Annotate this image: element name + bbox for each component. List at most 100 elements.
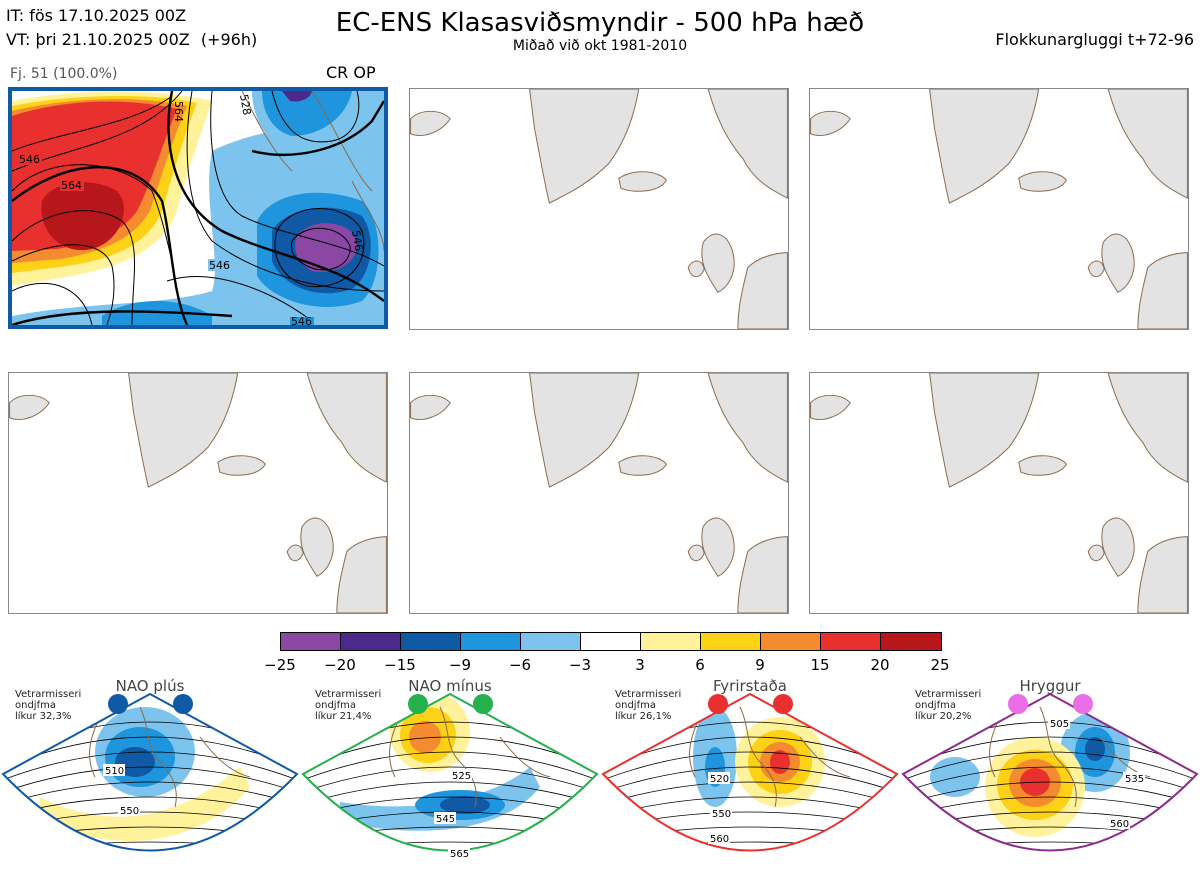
cluster-map-panel-6[interactable] [809,372,1189,614]
colorbar-cell [641,633,701,650]
anomaly-darkred [41,182,124,251]
height-contour [903,766,1197,794]
land-shape [300,517,334,577]
land-shape [929,89,1040,204]
colorbar [280,632,942,651]
cluster-map-panel-3[interactable] [809,88,1189,330]
land-shape [1107,89,1188,199]
colorbar-cell [341,633,401,650]
contour-label-bg [1048,717,1070,729]
cluster-map-panel-5[interactable] [409,372,789,614]
regime-marker-dot [1008,694,1028,714]
height-contour [303,766,597,794]
height-contour [3,751,297,782]
contour-label-bg [434,812,456,824]
height-contour [3,781,297,806]
regime-season: Vetrarmisseri [315,689,382,700]
land-shape [929,373,1040,488]
regime-border [1,692,299,852]
regime-contour-label: 520 [710,774,729,785]
colorbar-cell [461,633,521,650]
regime-map[interactable]: 520 550 560 [600,677,900,871]
colorbar-cell [401,633,461,650]
regime-title: Hryggur [1019,677,1081,695]
lead-time: (+96h) [200,30,258,49]
colorbar-tick-label: −3 [568,656,592,674]
contour-label-3: 564 [61,179,82,192]
colorbar-cell [821,633,881,650]
land-shape [336,536,387,613]
land-shape [1137,252,1188,329]
land-shape [1107,373,1188,483]
regime-contour-label: 550 [120,806,139,817]
regime-season: ondjfma [615,700,656,711]
land-shape [1101,233,1135,293]
land-shape [410,110,451,136]
regime-season: ondjfma [915,700,956,711]
regime-contour-label: 505 [1050,719,1069,730]
regime-season: Vetrarmisseri [615,689,682,700]
regime-contour-label: 565 [450,849,469,860]
land-shape [810,394,851,420]
regime-map[interactable]: 505 535 560 [900,677,1200,871]
regime-season: ondjfma [15,700,56,711]
coastline-1 [241,91,384,252]
regime-marker-dot [108,694,128,714]
land-mask [410,89,788,329]
regime-note: Vetrarmisseri ondjfma líkur 32,3% [15,689,81,722]
regime-marker-dot [173,694,193,714]
regime-map[interactable]: 510 550 [0,677,300,871]
regime-probability: líkur 32,3% [15,711,72,722]
regime-map[interactable]: 525 545 565 [300,677,600,871]
valid-time-text: VT: þri 21.10.2025 00Z [6,30,190,49]
land-shape [737,536,788,613]
colorbar-tick-label: 20 [870,656,890,674]
cluster-map-1: 546 546 564 546 564 546 528 [12,91,384,325]
colorbar-tick-label: −25 [264,656,296,674]
land-shape [701,517,735,577]
regime-marker-dot [1073,694,1093,714]
colorbar-cell [521,633,581,650]
colorbar-tick-label: 6 [695,656,705,674]
contour-label-bg [708,772,730,784]
contour-label-bg [710,807,732,819]
regime-marker-dot [408,694,428,714]
chart-title: EC-ENS Klasasviðsmyndir - 500 hPa hæð [335,8,865,38]
contour-label-2: 546 [209,259,230,272]
regime-probability: líkur 26,1% [615,711,672,722]
regime-contour-label: 525 [452,771,471,782]
land-shape [410,394,451,420]
anomaly-purple-top [282,91,312,102]
regime-note: Vetrarmisseri ondjfma líkur 26,1% [615,689,681,722]
land-shape [618,171,668,192]
land-shape [1018,455,1068,476]
height-contour [603,766,897,794]
land-shape [1101,517,1135,577]
anomaly-blue-top [262,91,352,136]
land-shape [1018,171,1068,192]
land-shape [529,373,640,488]
regime-probability: líkur 20,2% [915,711,972,722]
anomaly-positive [409,721,441,753]
height-contour [603,781,897,806]
init-time: IT: fös 17.10.2025 00Z [6,6,187,25]
colorbar-cell [701,633,761,650]
land-shape [9,394,50,420]
contour-label-bg [1123,772,1145,784]
cluster-map-panel-2[interactable] [409,88,789,330]
regime-note: Vetrarmisseri ondjfma líkur 21,4% [315,689,381,722]
cluster-count-label: Fj. 51 (100.0%) [10,66,118,82]
regime-note: Vetrarmisseri ondjfma líkur 20,2% [915,689,981,722]
regime-season: ondjfma [315,700,356,711]
land-mask [810,373,1188,613]
cluster-map-panel-4[interactable] [8,372,388,614]
cluster-map-panel-1[interactable]: 546 546 564 546 564 546 528 [8,87,388,329]
regime-border [601,692,899,852]
land-shape [737,252,788,329]
regime-contour-label: 510 [105,766,124,777]
land-shape [687,544,705,562]
land-shape [687,260,705,278]
regime-title: NAO plús [115,677,185,695]
colorbar-tick-label: −9 [448,656,472,674]
regime-marker-dot [708,694,728,714]
